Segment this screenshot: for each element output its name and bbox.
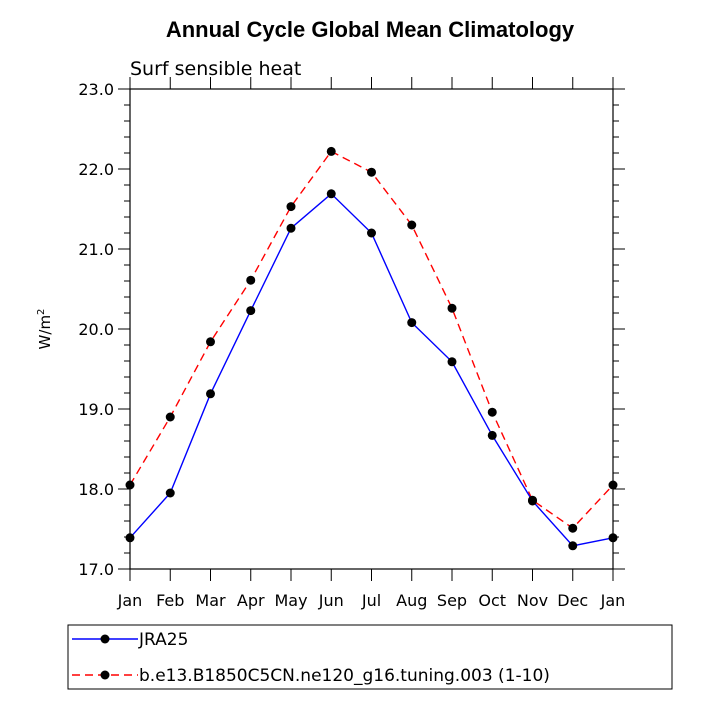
series-line-0 bbox=[129, 192, 614, 547]
series-0-point bbox=[608, 533, 618, 543]
x-tick-label: Jan bbox=[600, 591, 626, 610]
y-axis-label-superscript: 2 bbox=[36, 309, 47, 315]
y-tick-label: 20.0 bbox=[78, 320, 114, 339]
series-0-point bbox=[246, 306, 256, 316]
legend-marker-0 bbox=[100, 634, 110, 644]
legend-marker-1 bbox=[100, 670, 110, 680]
series-1-point bbox=[407, 220, 417, 230]
series-0-point bbox=[206, 389, 215, 399]
series-1-point bbox=[367, 167, 376, 177]
y-tick-label: 22.0 bbox=[78, 160, 114, 179]
y-tick-label: 21.0 bbox=[78, 240, 114, 259]
x-tick-label: Nov bbox=[517, 591, 548, 610]
series-0-point bbox=[326, 189, 336, 199]
series-1-point bbox=[568, 523, 578, 533]
series-0-point bbox=[165, 488, 175, 498]
series-1-point bbox=[246, 275, 256, 285]
legend-label-1: b.e13.B1850C5CN.ne120_g16.tuning.003 (1-… bbox=[139, 666, 550, 686]
x-tick-label: Sep bbox=[437, 591, 467, 610]
y-tick-label: 17.0 bbox=[78, 560, 114, 579]
series-1-point bbox=[125, 480, 135, 490]
series-1-point bbox=[286, 202, 296, 212]
y-tick-label: 18.0 bbox=[78, 480, 114, 499]
series-1-point bbox=[528, 495, 537, 505]
series-1-point bbox=[487, 407, 497, 417]
y-axis-label: W/m2 bbox=[36, 309, 54, 350]
series-1-point bbox=[447, 303, 457, 313]
x-tick-label: Feb bbox=[156, 591, 184, 610]
x-tick-label: Jan bbox=[117, 591, 143, 610]
x-tick-label: Oct bbox=[478, 591, 506, 610]
legend-box bbox=[67, 624, 673, 690]
x-tick-label: Mar bbox=[195, 591, 226, 610]
series-0-point bbox=[125, 533, 135, 543]
x-tick-label: May bbox=[274, 591, 307, 610]
series-line-1 bbox=[129, 150, 614, 530]
x-tick-label: Dec bbox=[557, 591, 588, 610]
plot-frame bbox=[129, 88, 614, 570]
series-0-point bbox=[568, 541, 578, 551]
y-tick-label: 23.0 bbox=[78, 80, 114, 99]
legend-label-0: JRA25 bbox=[138, 630, 188, 650]
x-tick-label: Aug bbox=[396, 591, 427, 610]
y-tick-label: 19.0 bbox=[78, 400, 114, 419]
x-tick-label: Jun bbox=[318, 591, 344, 610]
chart-title: Annual Cycle Global Mean Climatology bbox=[166, 17, 575, 42]
series-0-point bbox=[447, 357, 457, 367]
series-0-point bbox=[286, 223, 296, 233]
x-tick-label: Jul bbox=[361, 591, 381, 610]
series-1-point bbox=[165, 412, 175, 422]
series-0-point bbox=[407, 318, 417, 328]
series-0-point bbox=[367, 228, 376, 238]
series-1-point bbox=[326, 146, 336, 156]
series-0-point bbox=[487, 430, 497, 440]
x-tick-label: Apr bbox=[237, 591, 265, 610]
series-1-point bbox=[206, 337, 215, 347]
chart-subtitle: Surf sensible heat bbox=[130, 58, 301, 80]
series-1-point bbox=[608, 480, 618, 490]
